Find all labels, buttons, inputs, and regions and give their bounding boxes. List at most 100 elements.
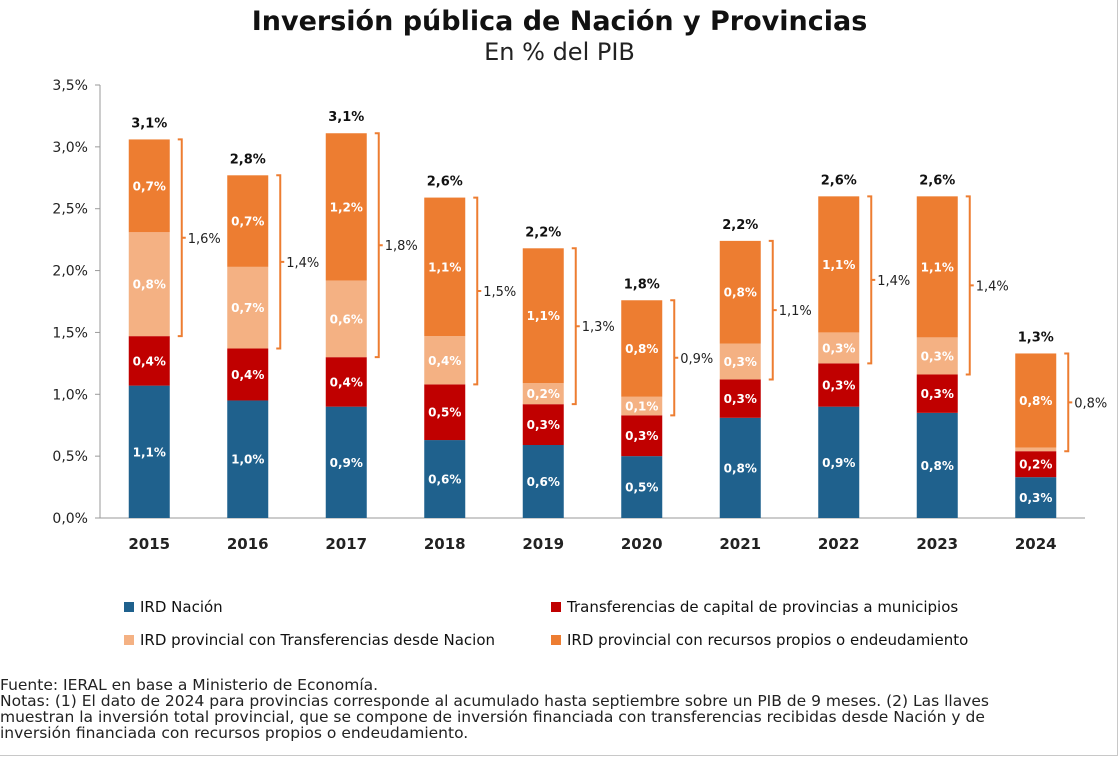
bar-value-label: 0,3% — [527, 418, 560, 432]
stacked-bar-chart: 0,0% 0,5% 1,0% 1,5% 2,0% 2,5% 3,0% 3,5% 1,1% 0,4%… — [52, 78, 1107, 553]
bar-segment — [1015, 353, 1057, 448]
notes-line-2: Notas: (1) El dato de 2024 para provinci… — [0, 693, 989, 709]
legend-swatch-ird-provincial-propios — [551, 635, 561, 645]
bar-segment — [621, 456, 663, 518]
legend-swatch-transferencias-municipios — [551, 602, 561, 612]
bar-total-label: 2,6% — [427, 175, 463, 190]
bar-segment — [227, 266, 269, 349]
x-tick-label: 2023 — [916, 535, 958, 553]
bar-value-label: 0,3% — [822, 379, 855, 393]
bar-segment — [818, 363, 860, 407]
bracket-provincial — [571, 247, 580, 406]
bar-segment — [128, 139, 170, 233]
bracket-provincial — [1064, 352, 1073, 453]
bar-value-label: 0,8% — [625, 342, 658, 356]
bar-segment — [424, 384, 466, 441]
x-tick-label: 2015 — [128, 535, 170, 553]
y-tick-label: 3,5% — [52, 78, 88, 94]
y-tick-label: 2,0% — [52, 264, 88, 280]
bar-segment — [227, 175, 269, 267]
bar-segment — [227, 400, 269, 518]
bar-segment — [916, 337, 958, 375]
bar-total-label: 2,2% — [722, 218, 758, 233]
bar-segment — [1015, 477, 1057, 518]
bar-value-label: 0,3% — [724, 355, 757, 369]
bar-segment — [621, 396, 663, 416]
bar-segment — [128, 232, 170, 337]
bar-value-label: 0,5% — [428, 406, 461, 420]
bar-segment — [325, 406, 367, 518]
x-tick-label: 2024 — [1015, 535, 1057, 553]
bar-value-label: 1,2% — [330, 200, 363, 214]
bracket-label: 1,4% — [976, 279, 1009, 294]
bar-segment — [818, 332, 860, 364]
legend-item-ird-provincial-propios: IRD provincial con recursos propios o en… — [551, 631, 968, 649]
bar-value-label: 1,1% — [822, 258, 855, 272]
bar-total-label: 1,3% — [1018, 330, 1054, 345]
bracket-label: 1,4% — [877, 274, 910, 289]
bar-segment — [916, 196, 958, 338]
bracket-label: 1,8% — [385, 239, 418, 254]
legend-label-ird-nacion: IRD Nación — [140, 598, 223, 616]
bar-segment — [621, 415, 663, 457]
y-tick-label: 3,0% — [52, 140, 88, 156]
bracket-provincial — [867, 195, 876, 365]
bar-value-label: 0,9% — [330, 456, 363, 470]
bar-segment — [424, 197, 466, 337]
bar-value-label: 0,3% — [625, 429, 658, 443]
bar-total-label: 3,1% — [328, 110, 364, 125]
bar-segment — [424, 440, 466, 518]
bracket-provincial — [177, 138, 186, 338]
bar-value-label: 0,8% — [724, 461, 757, 475]
legend-swatch-ird-provincial-transferencias — [124, 635, 134, 645]
bar-total-label: 1,8% — [624, 277, 660, 292]
bar-value-label: 0,7% — [231, 301, 264, 315]
bar-segment — [227, 348, 269, 401]
bar-value-label: 0,3% — [921, 387, 954, 401]
bar-segment — [916, 412, 958, 518]
legend-label-ird-provincial-propios: IRD provincial con recursos propios o en… — [567, 631, 969, 649]
bar-segment — [719, 379, 761, 418]
x-tick-label: 2018 — [424, 535, 466, 553]
notes-source: Fuente: IERAL en base a Ministerio de Ec… — [0, 677, 379, 693]
bar-value-label: 0,5% — [625, 481, 658, 495]
bracket-label: 1,6% — [188, 232, 221, 247]
bar-segment — [325, 133, 367, 281]
bar-segment — [522, 404, 564, 446]
bar-segment — [719, 417, 761, 518]
notes-line-3: muestran la inversión total provincial, … — [0, 709, 985, 725]
bar-value-label: 0,2% — [1019, 458, 1052, 472]
chart-subtitle: En % del PIB — [484, 38, 635, 66]
bracket-provincial — [768, 239, 777, 381]
bar-value-label: 0,2% — [527, 387, 560, 401]
x-tick-label: 2019 — [522, 535, 564, 553]
y-tick-label: 1,5% — [52, 325, 88, 341]
bracket-label: 0,9% — [680, 352, 713, 367]
bar-value-label: 0,1% — [625, 400, 658, 414]
bracket-provincial — [965, 195, 974, 376]
legend-item-ird-nacion: IRD Nación — [124, 598, 223, 616]
bar-value-label: 0,7% — [133, 179, 166, 193]
bracket-provincial — [374, 132, 383, 359]
bar-segment — [128, 385, 170, 518]
legend-swatch-ird-nacion — [124, 602, 134, 612]
bar-value-label: 0,6% — [527, 475, 560, 489]
x-tick-label: 2021 — [719, 535, 761, 553]
bar-segment — [818, 406, 860, 518]
bar-value-label: 0,3% — [1019, 491, 1052, 505]
bar-segment — [818, 196, 860, 333]
bar-value-label: 0,3% — [921, 349, 954, 363]
bar-segment — [916, 374, 958, 413]
bar-segment — [522, 248, 564, 384]
bar-value-label: 1,0% — [231, 453, 264, 467]
bar-segment — [1015, 451, 1057, 478]
legend-label-transferencias-municipios: Transferencias de capital de provincias … — [567, 598, 959, 616]
bar-segment — [325, 280, 367, 358]
chart-notes: Fuente: IERAL en base a Ministerio de Ec… — [0, 677, 1116, 741]
bar-segment — [621, 300, 663, 397]
notes-line-4: inversión financiada con recursos propio… — [0, 725, 469, 741]
bar-value-label: 0,4% — [330, 375, 363, 389]
bar-segment — [719, 343, 761, 380]
bar-value-label: 0,4% — [231, 368, 264, 382]
